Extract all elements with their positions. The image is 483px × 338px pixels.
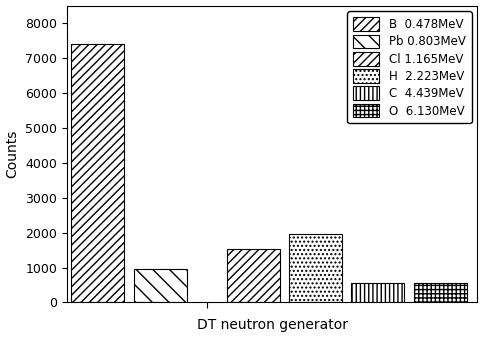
Bar	[352, 283, 404, 303]
Bar	[227, 249, 280, 303]
Bar	[289, 234, 342, 303]
X-axis label: DT neutron generator: DT neutron generator	[197, 318, 348, 333]
Y-axis label: Counts: Counts	[6, 130, 19, 178]
Legend: B  0.478MeV, Pb 0.803MeV, Cl 1.165MeV, H  2.223MeV, C  4.439MeV, O  6.130MeV: B 0.478MeV, Pb 0.803MeV, Cl 1.165MeV, H …	[347, 11, 471, 123]
Bar	[413, 283, 467, 303]
Bar	[71, 44, 125, 303]
Bar	[134, 269, 186, 303]
